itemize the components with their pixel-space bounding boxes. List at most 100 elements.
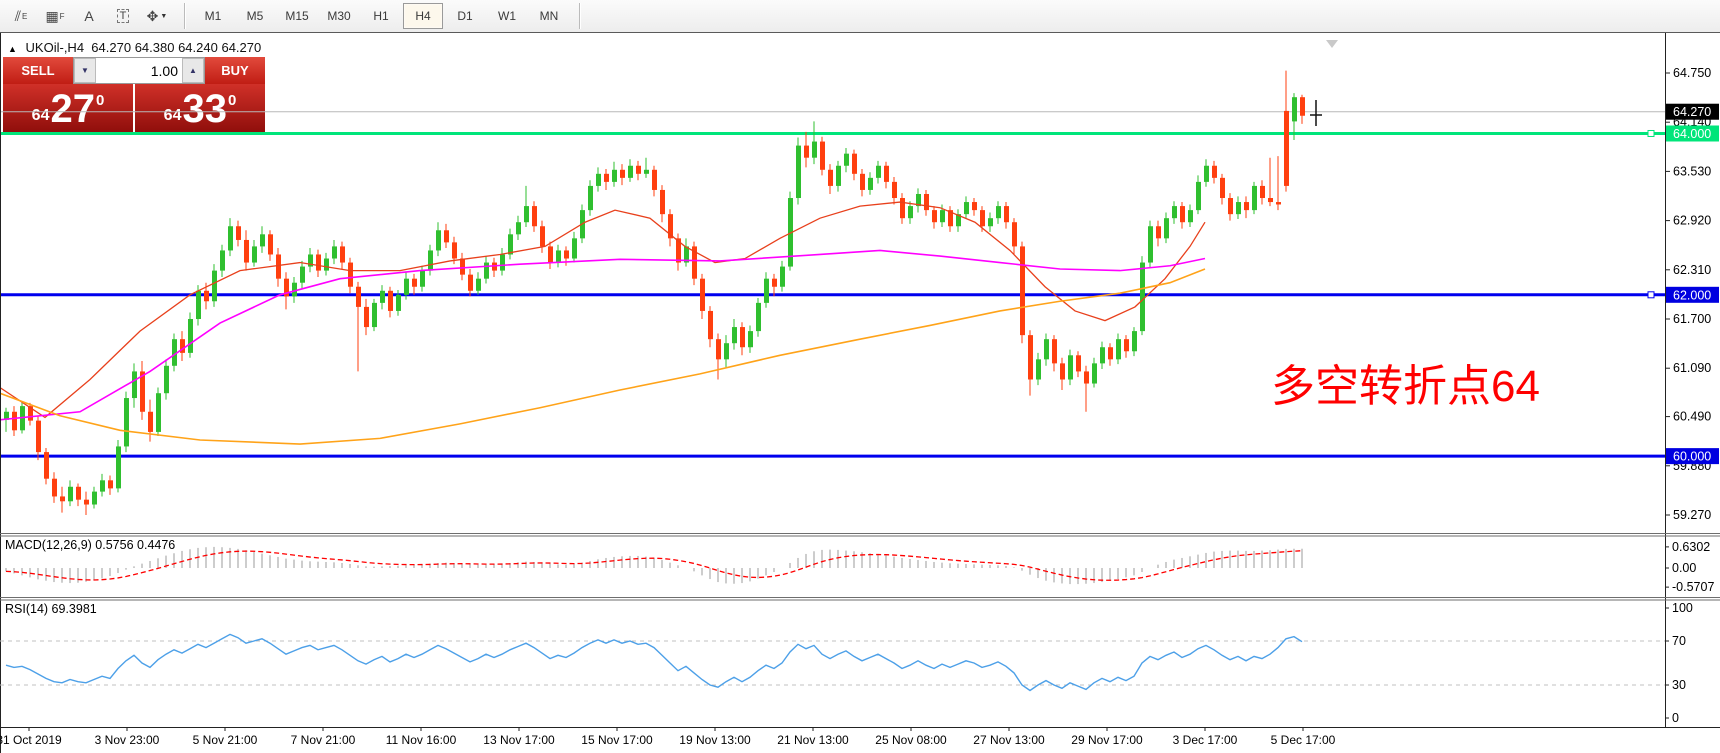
candle-body[interactable] — [436, 230, 441, 251]
fibonacci-grid-icon[interactable]: ▦ F — [45, 7, 65, 24]
candle-body[interactable] — [1028, 335, 1033, 380]
main-pane[interactable] — [0, 70, 1665, 516]
buy-button[interactable]: BUY — [205, 57, 265, 84]
candle-body[interactable] — [820, 141, 825, 170]
arrow-objects-icon[interactable]: ✥ ▼ — [146, 7, 168, 24]
candle-body[interactable] — [332, 246, 337, 259]
candle-body[interactable] — [932, 210, 937, 223]
candle-body[interactable] — [732, 327, 737, 344]
candle-body[interactable] — [924, 193, 929, 211]
candle-body[interactable] — [588, 185, 593, 211]
candle-body[interactable] — [324, 258, 329, 271]
candle-body[interactable] — [428, 250, 433, 271]
candle-body[interactable] — [1220, 177, 1225, 199]
candle-body[interactable] — [1076, 355, 1081, 372]
timeframe-button-m1[interactable]: M1 — [204, 9, 222, 23]
timeframe-button-m5[interactable]: M5 — [246, 9, 264, 23]
candle-body[interactable] — [1300, 97, 1305, 116]
candle-body[interactable] — [604, 173, 609, 182]
candle-body[interactable] — [412, 278, 417, 287]
candle-body[interactable] — [108, 480, 113, 489]
candle-body[interactable] — [1156, 226, 1161, 239]
candle-body[interactable] — [140, 371, 145, 412]
candle-body[interactable] — [852, 153, 857, 174]
candle-body[interactable] — [1044, 339, 1049, 360]
candle-body[interactable] — [444, 230, 449, 243]
candle-body[interactable] — [596, 173, 601, 186]
candle-body[interactable] — [724, 343, 729, 360]
candle-body[interactable] — [300, 266, 305, 283]
candle-body[interactable] — [524, 206, 529, 223]
candle-body[interactable] — [1236, 202, 1241, 215]
candle-body[interactable] — [996, 206, 1001, 219]
candle-body[interactable] — [644, 169, 649, 174]
candle-body[interactable] — [916, 193, 921, 207]
candle-body[interactable] — [1116, 339, 1121, 360]
candle-body[interactable] — [396, 294, 401, 311]
candle-body[interactable] — [68, 486, 73, 502]
text-box-icon[interactable]: T — [108, 3, 138, 29]
candle-body[interactable] — [1004, 206, 1009, 223]
timeframe-button-d1[interactable]: D1 — [457, 9, 473, 23]
candle-body[interactable] — [716, 339, 721, 360]
candle-body[interactable] — [316, 254, 321, 271]
candle-body[interactable] — [828, 169, 833, 186]
chart-window[interactable]: ▲ UKOil-,H4 64.270 64.380 64.240 64.270 … — [0, 33, 1720, 753]
sell-button[interactable]: SELL — [3, 57, 73, 84]
candle-body[interactable] — [1084, 371, 1089, 384]
candle-body[interactable] — [1292, 97, 1297, 122]
candle-body[interactable] — [1172, 206, 1177, 219]
candle-body[interactable] — [876, 165, 881, 178]
timeframe-button-mn[interactable]: MN — [539, 9, 559, 23]
timeframe-button-m15[interactable]: M15 — [285, 9, 309, 23]
candle-body[interactable] — [668, 214, 673, 239]
candle-body[interactable] — [1068, 355, 1073, 380]
candle-body[interactable] — [356, 286, 361, 307]
text-label-icon[interactable]: A — [84, 8, 94, 24]
line-handle[interactable] — [1647, 129, 1655, 137]
collapse-arrow-icon[interactable]: ▲ — [8, 44, 17, 54]
candle-body[interactable] — [1284, 110, 1289, 186]
candle-body[interactable] — [684, 246, 689, 263]
candle-body[interactable] — [1108, 347, 1113, 360]
candle-body[interactable] — [284, 278, 289, 297]
candle-body[interactable] — [452, 242, 457, 259]
candle-body[interactable] — [892, 181, 897, 199]
candle-body[interactable] — [268, 234, 273, 255]
volume-decrease-button[interactable]: ▼ — [74, 58, 96, 83]
candle-body[interactable] — [972, 202, 977, 211]
candle-body[interactable] — [12, 411, 17, 431]
candle-body[interactable] — [1060, 363, 1065, 380]
timeframe-button-m30[interactable]: M30 — [327, 9, 351, 23]
candle-body[interactable] — [1268, 198, 1273, 203]
candle-body[interactable] — [52, 478, 57, 497]
candle-body[interactable] — [564, 250, 569, 259]
candle-body[interactable] — [796, 145, 801, 199]
candle-body[interactable] — [948, 210, 953, 227]
candle-body[interactable] — [476, 278, 481, 291]
timeframe-button-w1[interactable]: W1 — [498, 9, 516, 23]
candle-body[interactable] — [628, 165, 633, 178]
candle-body[interactable] — [764, 278, 769, 303]
candle-body[interactable] — [124, 398, 129, 447]
candle-body[interactable] — [860, 173, 865, 190]
candle-body[interactable] — [620, 169, 625, 178]
candle-body[interactable] — [380, 290, 385, 303]
candle-body[interactable] — [60, 496, 65, 502]
candle-body[interactable] — [148, 411, 153, 432]
candle-body[interactable] — [652, 169, 657, 190]
candle-body[interactable] — [252, 246, 257, 263]
candle-body[interactable] — [156, 393, 161, 432]
candle-body[interactable] — [132, 371, 137, 399]
candle-body[interactable] — [508, 234, 513, 255]
candle-body[interactable] — [516, 222, 521, 235]
candle-body[interactable] — [900, 198, 905, 219]
candle-body[interactable] — [4, 411, 9, 420]
candle-body[interactable] — [1260, 185, 1265, 199]
candle-body[interactable] — [980, 210, 985, 227]
candle-body[interactable] — [836, 165, 841, 186]
candle-body[interactable] — [180, 339, 185, 353]
timeframe-button-h1[interactable]: H1 — [373, 9, 389, 23]
candle-body[interactable] — [100, 480, 105, 492]
candle-body[interactable] — [780, 266, 785, 287]
